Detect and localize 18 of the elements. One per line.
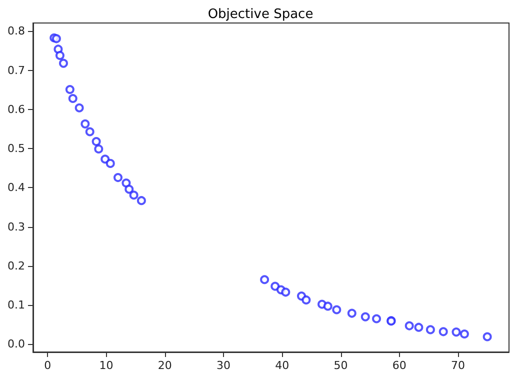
x-tick-label: 40 <box>275 359 290 372</box>
x-tick-label: 30 <box>216 359 231 372</box>
y-tick-label: 0.5 <box>8 142 25 156</box>
y-tick-label: 0.7 <box>8 64 25 77</box>
x-tick-label: 0 <box>44 359 52 372</box>
x-tick-label: 50 <box>334 359 348 372</box>
y-tick-label: 0.2 <box>8 259 25 272</box>
y-tick-label: 0.6 <box>8 102 25 116</box>
chart-title: Objective Space <box>208 7 314 22</box>
y-tick-label: 0.0 <box>8 338 25 351</box>
y-tick-label: 0.8 <box>8 24 25 38</box>
x-tick-label: 10 <box>99 359 114 372</box>
y-tick-label: 0.1 <box>8 298 25 312</box>
x-tick-label: 70 <box>451 359 465 372</box>
y-tick-label: 0.3 <box>8 220 25 234</box>
y-tick-label: 0.4 <box>8 181 25 194</box>
x-tick-label: 60 <box>392 359 406 372</box>
x-tick-label: 20 <box>158 359 172 372</box>
